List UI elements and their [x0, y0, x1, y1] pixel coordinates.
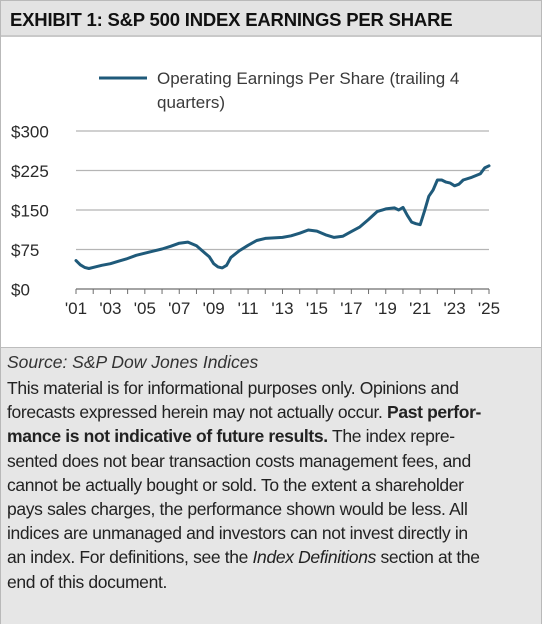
x-tick-label: '11 — [238, 299, 259, 318]
series-line-eps — [74, 164, 491, 270]
legend-label-line-1: Operating Earnings Per Share (trailing 4 — [157, 69, 459, 88]
x-tick-label: '17 — [340, 299, 362, 318]
x-tick-label: '23 — [444, 299, 466, 318]
x-tick-label: '09 — [203, 299, 225, 318]
disclaimer-segment: pays sales charges, the performance show… — [7, 499, 468, 520]
x-tick-label: '03 — [99, 299, 121, 318]
x-tick-label: '19 — [375, 299, 397, 318]
disclaimer-emphasis: Past perfor- — [387, 402, 482, 423]
disclaimer-line: mance is not indicative of future result… — [7, 424, 535, 448]
disclaimer-reference: Index Definitions — [252, 547, 377, 568]
disclaimer-segment: cannot be actually bought or sold. To th… — [7, 474, 464, 495]
disclaimer-text: This material is for informational purpo… — [7, 376, 535, 594]
disclaimer-line: This material is for informational purpo… — [7, 376, 535, 400]
y-tick-label: $0 — [11, 281, 30, 300]
y-tick-label: $75 — [11, 241, 39, 260]
legend-label-line-2: quarters) — [157, 93, 225, 112]
x-tick-label: '05 — [134, 299, 156, 318]
eps-line-chart: $0 $75 $150 $225 $300 '01 '03 '05 '07 '09 '11 '13 '1… — [11, 69, 500, 318]
exhibit-header: EXHIBIT 1: S&P 500 INDEX EARNINGS PER SH… — [1, 1, 541, 37]
exhibit-title: EXHIBIT 1: S&P 500 INDEX EARNINGS PER SH… — [10, 9, 453, 30]
disclaimer-line: indices are unmanaged and investors can … — [7, 521, 535, 545]
x-tick-label: '13 — [271, 299, 293, 318]
disclaimer-segment: The index repre- — [327, 426, 455, 447]
disclaimer-segment: end of this document. — [7, 571, 167, 592]
footer-notes: Source: S&P Dow Jones Indices This mater… — [1, 347, 541, 624]
x-tick-label: '07 — [168, 299, 190, 318]
x-tick-label: '01 — [65, 299, 87, 318]
source-note: Source: S&P Dow Jones Indices — [7, 352, 259, 372]
disclaimer-line: pays sales charges, the performance show… — [7, 497, 535, 521]
disclaimer-segment: section at the — [375, 547, 480, 568]
disclaimer-segment: indices are unmanaged and investors can … — [7, 523, 468, 544]
disclaimer-line: sented does not bear transaction costs m… — [7, 449, 535, 473]
disclaimer-segment: This material is for informational purpo… — [7, 378, 459, 398]
disclaimer-line: cannot be actually bought or sold. To th… — [7, 473, 535, 497]
disclaimer-line: forecasts expressed herein may not actua… — [7, 400, 535, 424]
disclaimer-line: end of this document. — [7, 570, 535, 594]
disclaimer-segment: forecasts expressed herein may not actua… — [7, 402, 387, 423]
disclaimer-segment: an index. For definitions, see the — [7, 547, 253, 568]
x-tick-label: '21 — [409, 299, 431, 318]
disclaimer-segment: sented does not bear transaction costs m… — [7, 450, 471, 471]
disclaimer-emphasis: mance is not indicative of future result… — [7, 426, 328, 447]
disclaimer-line: an index. For definitions, see the Index… — [7, 545, 535, 569]
y-tick-label: $300 — [11, 123, 49, 142]
y-tick-label: $225 — [11, 162, 49, 181]
x-tick-label: '25 — [478, 299, 500, 318]
x-tick-label: '15 — [306, 299, 328, 318]
chart-area: $0 $75 $150 $225 $300 '01 '03 '05 '07 '09 '11 '13 '1… — [1, 37, 541, 347]
y-tick-label: $150 — [11, 202, 49, 221]
